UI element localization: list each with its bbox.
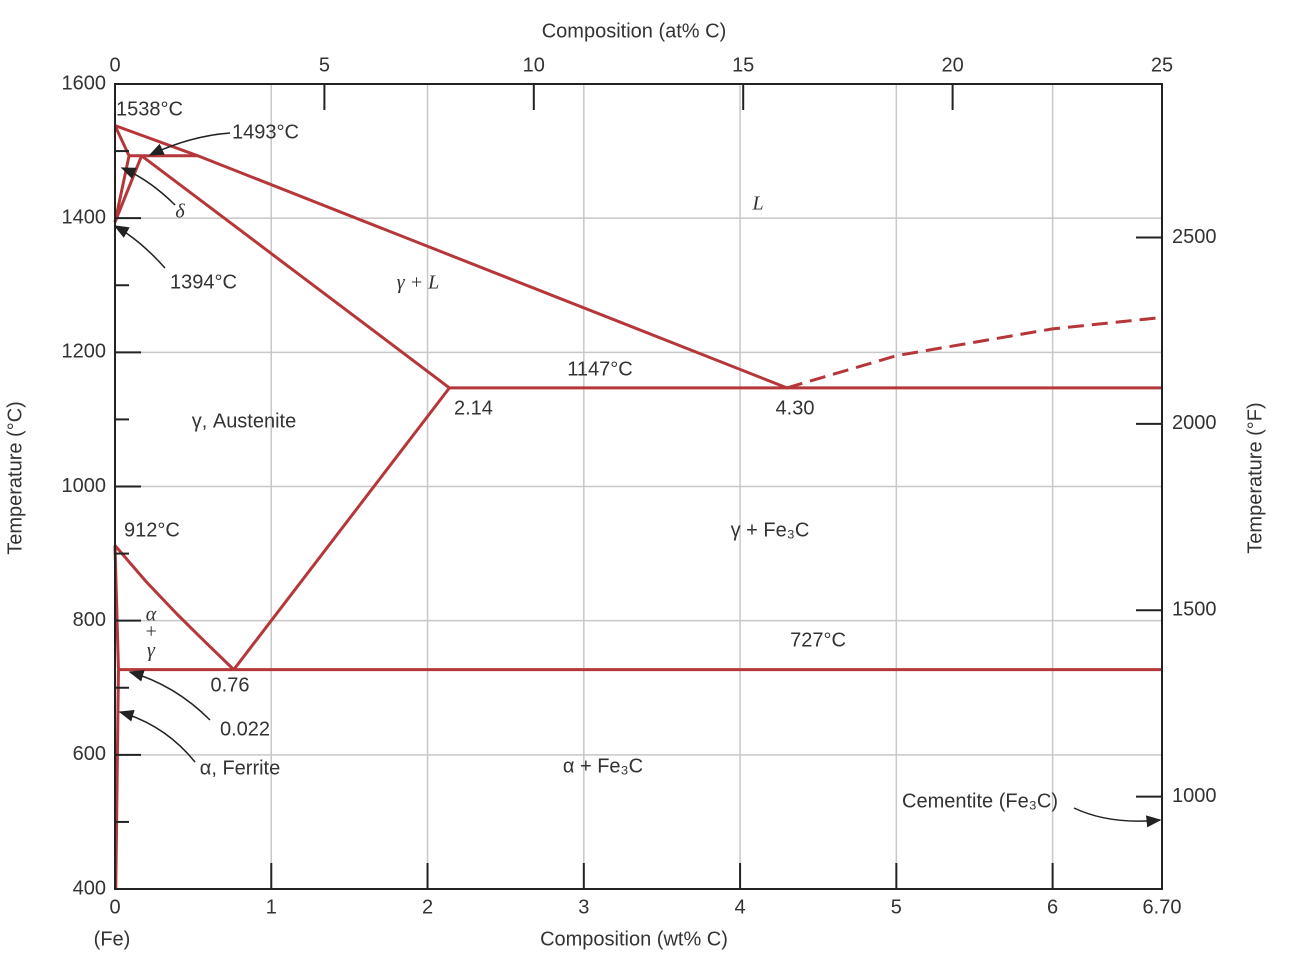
phase-boundary: [113, 544, 235, 671]
annotation: δ: [175, 201, 185, 223]
annotation: γ: [147, 640, 156, 662]
arrow: [113, 225, 166, 269]
phase-boundary: [786, 315, 1163, 390]
annotation: γ + L: [397, 272, 440, 294]
x2-tick-label: 15: [732, 54, 754, 76]
x-tick-label: 0: [109, 896, 120, 918]
x-tick-label: 6: [1047, 896, 1058, 918]
y2-axis-label: Temperature (°F): [1244, 402, 1266, 553]
x2-tick-label: 25: [1151, 54, 1173, 76]
phase-boundary: [114, 124, 788, 390]
y2-tick-label: 2500: [1172, 226, 1217, 248]
x-tick-label: 1: [266, 896, 277, 918]
phase-boundary: [113, 155, 131, 223]
x2-tick-label: 10: [523, 54, 545, 76]
phase-boundary: [140, 154, 451, 390]
arrow: [148, 132, 231, 156]
annotation: 0.76: [211, 674, 250, 696]
annotation: 4.30: [776, 397, 815, 419]
annotation: 1493°C: [232, 121, 299, 143]
y2-tick-label: 1000: [1172, 785, 1217, 807]
x2-tick-label: 0: [109, 54, 120, 76]
annotation: +: [144, 621, 158, 643]
annotation: γ + Fe₃C: [731, 519, 810, 541]
arrow: [118, 709, 196, 763]
annotation: L: [751, 193, 763, 215]
x-tick-label: 4: [735, 896, 746, 918]
x-tick-label: 5: [891, 896, 902, 918]
y2-tick-label: 1500: [1172, 599, 1217, 621]
phase-lines: [113, 124, 1163, 890]
x2-tick-label: 20: [941, 54, 963, 76]
annotation: γ, Austenite: [192, 410, 297, 432]
x2-axis-label: Composition (at% C): [542, 20, 727, 42]
annotations: 1538°C 1493°C δ 1394°C Lγ + L 1147°C 2.14 4.30 γ…: [116, 98, 1058, 812]
annotation: 912°C: [124, 519, 180, 541]
y-axis-label: Temperature (°C): [4, 401, 26, 555]
y2-tick-label: 2000: [1172, 412, 1217, 434]
arrow: [128, 669, 211, 721]
annotation: 1147°C: [567, 358, 632, 380]
annotation: α, Ferrite: [200, 757, 280, 779]
annotation: 1394°C: [170, 271, 237, 293]
annotation: α + Fe₃C: [563, 755, 643, 777]
annotation: 1538°C: [116, 98, 183, 120]
arrow: [120, 167, 176, 206]
annotation: Cementite (Fe₃C): [902, 790, 1058, 812]
x2-tick-label: 5: [319, 54, 330, 76]
annotation: 2.14: [454, 397, 493, 419]
x-tick-label: 6.70: [1143, 896, 1182, 918]
phase-boundary: [114, 669, 120, 890]
phase-boundary: [113, 155, 143, 223]
grid: [115, 84, 1162, 889]
y-tick-label: 1600: [62, 72, 107, 94]
x-axis-label: Composition (wt% C): [540, 928, 728, 950]
y-tick-label: 400: [73, 877, 106, 899]
x-tick-label: 2: [422, 896, 433, 918]
x-note: (Fe): [94, 928, 131, 950]
y-tick-label: 1400: [62, 206, 107, 228]
arrows: [113, 132, 1162, 828]
annotation: α: [146, 604, 157, 626]
phase-boundary: [232, 386, 451, 671]
arrow: [1073, 807, 1162, 828]
annotation: 0.022: [220, 718, 270, 740]
y-tick-label: 800: [73, 609, 106, 631]
y-tick-label: 1200: [62, 341, 107, 363]
axes: 0 1 2 3 4 5 6 6.70 0 5 10 15 20 25 400 600 800 1000 1200 14…: [62, 54, 1217, 918]
x-tick-label: 3: [578, 896, 589, 918]
annotation: 727°C: [790, 629, 846, 651]
y-tick-label: 1000: [62, 475, 107, 497]
y-tick-label: 600: [73, 743, 106, 765]
